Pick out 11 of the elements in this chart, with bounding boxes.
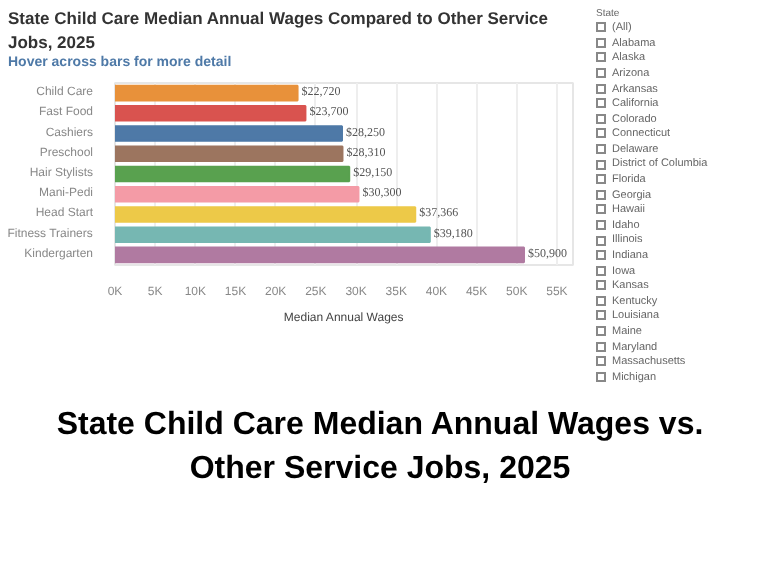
bar <box>115 125 343 143</box>
text: State Child Care Median Annual Wages vs. Other Service Jobs, 2025 <box>54 405 706 491</box>
bar <box>115 226 431 244</box>
bar <box>115 85 299 102</box>
bar <box>115 247 525 264</box>
chart-title: State Child Care Median Annual Wages Compared to Other Service Jobs, 2025 <box>8 6 551 55</box>
bar <box>115 166 351 183</box>
bar <box>115 146 344 163</box>
bar <box>115 206 417 224</box>
bar <box>115 105 307 123</box>
bar <box>115 186 360 204</box>
